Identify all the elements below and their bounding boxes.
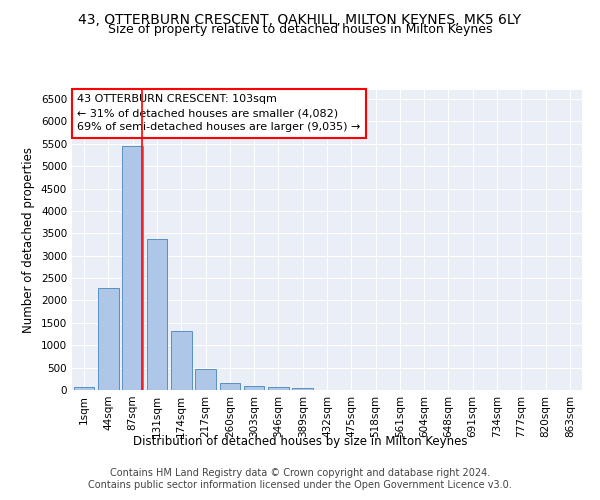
Bar <box>220 383 240 390</box>
Bar <box>268 387 289 390</box>
Bar <box>122 146 143 390</box>
Bar <box>171 332 191 390</box>
Bar <box>244 386 265 390</box>
Bar <box>98 288 119 390</box>
Text: Contains HM Land Registry data © Crown copyright and database right 2024.
Contai: Contains HM Land Registry data © Crown c… <box>88 468 512 490</box>
Text: Distribution of detached houses by size in Milton Keynes: Distribution of detached houses by size … <box>133 435 467 448</box>
Bar <box>292 388 313 390</box>
Bar <box>195 368 216 390</box>
Bar <box>146 238 167 390</box>
Text: Size of property relative to detached houses in Milton Keynes: Size of property relative to detached ho… <box>108 22 492 36</box>
Text: 43, OTTERBURN CRESCENT, OAKHILL, MILTON KEYNES, MK5 6LY: 43, OTTERBURN CRESCENT, OAKHILL, MILTON … <box>79 12 521 26</box>
Text: 43 OTTERBURN CRESCENT: 103sqm
← 31% of detached houses are smaller (4,082)
69% o: 43 OTTERBURN CRESCENT: 103sqm ← 31% of d… <box>77 94 361 132</box>
Bar <box>74 387 94 390</box>
Y-axis label: Number of detached properties: Number of detached properties <box>22 147 35 333</box>
